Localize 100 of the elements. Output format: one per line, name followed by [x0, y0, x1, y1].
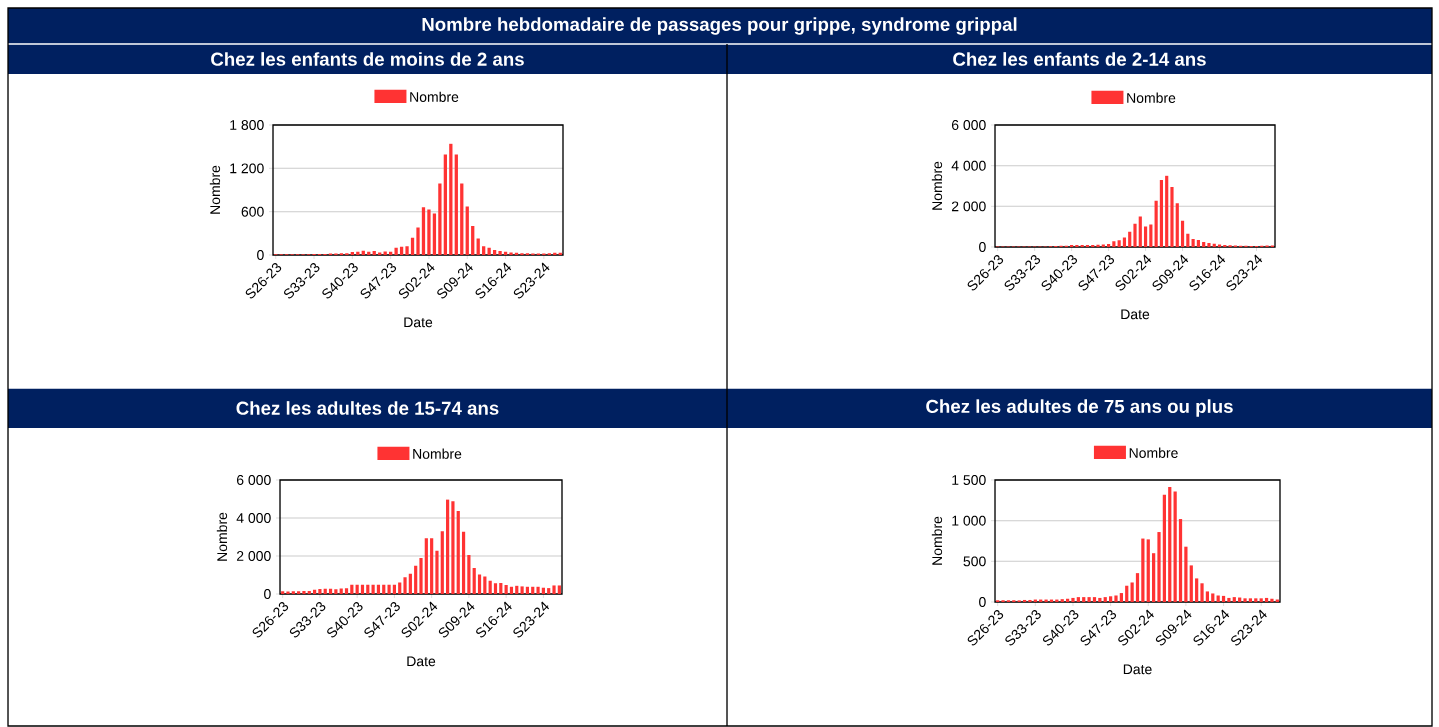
bar — [424, 538, 428, 594]
bar — [302, 590, 306, 594]
bar — [366, 584, 370, 594]
bar — [1173, 491, 1177, 602]
bar — [344, 588, 349, 594]
bar — [1159, 179, 1163, 247]
bar — [1133, 223, 1137, 247]
y-tick-label: 600 — [241, 206, 264, 217]
text: Nombre hebdomadaire de passages pour grippe, syndrome grippal — [422, 17, 1017, 35]
bar — [498, 251, 502, 255]
bar — [1254, 598, 1258, 602]
chart-title: Chez les adultes de 15-74 ans — [236, 401, 499, 415]
bar — [1065, 598, 1070, 602]
bar — [383, 251, 387, 255]
y-tick-label: 1 200 — [230, 163, 264, 174]
bar — [1109, 596, 1113, 602]
y-tick-label: 0 — [979, 242, 986, 252]
bar — [472, 567, 476, 594]
bar — [460, 183, 464, 255]
bar — [1178, 519, 1183, 602]
bar — [541, 587, 545, 594]
y-axis-title: Nombre — [216, 512, 228, 561]
bar — [515, 585, 519, 594]
legend-label: Nombre — [1129, 447, 1178, 458]
bar — [387, 584, 391, 594]
bar — [509, 586, 514, 594]
bar — [1114, 595, 1118, 602]
bar — [1075, 244, 1079, 247]
bar — [1130, 582, 1134, 602]
bar — [1087, 597, 1091, 602]
bar — [1196, 240, 1200, 247]
y-tick-label: 2 000 — [951, 201, 986, 212]
bar — [307, 590, 311, 594]
y-axis-title: Nombre — [931, 516, 943, 565]
bar — [1152, 553, 1156, 602]
bar — [1162, 494, 1166, 602]
bar — [421, 207, 426, 255]
bar — [1082, 597, 1086, 602]
legend-label: Nombre — [1127, 92, 1176, 103]
bar — [430, 538, 434, 594]
bar — [1168, 486, 1172, 602]
bar — [1200, 583, 1204, 602]
bar — [446, 499, 450, 594]
y-tick-label: 4 000 — [236, 513, 271, 523]
bar — [1119, 593, 1123, 602]
bar — [297, 591, 301, 594]
bar — [461, 531, 466, 594]
bar — [467, 555, 471, 594]
bar — [1157, 532, 1161, 602]
bar — [1180, 220, 1185, 247]
bar — [1060, 599, 1064, 602]
bar — [465, 206, 469, 255]
bar — [1270, 598, 1274, 602]
bar — [1175, 203, 1179, 247]
bar — [408, 573, 412, 594]
bar — [1264, 597, 1269, 602]
bar — [376, 584, 381, 594]
bar — [350, 252, 354, 255]
bar — [1141, 538, 1145, 602]
bar — [536, 586, 540, 594]
bar — [394, 247, 398, 255]
y-tick-label: 0 — [979, 597, 986, 607]
chart-title: Chez les adultes de 75 ans ou plus — [926, 399, 1233, 417]
bar — [1128, 231, 1132, 247]
bar — [1044, 599, 1048, 602]
bar — [504, 585, 508, 594]
y-tick-label: 500 — [963, 556, 986, 567]
bar — [1091, 244, 1095, 247]
bar — [476, 238, 480, 255]
bar — [403, 577, 407, 594]
bar — [499, 582, 503, 594]
bar — [1076, 597, 1080, 602]
bar — [482, 246, 486, 255]
bar — [1154, 200, 1158, 247]
bar — [382, 584, 386, 594]
bar — [1207, 242, 1211, 247]
x-axis-title: Date — [404, 317, 433, 328]
bar — [371, 584, 375, 594]
bar — [291, 591, 295, 594]
x-axis-title: Date — [407, 656, 436, 667]
x-axis-title: Date — [1121, 309, 1150, 320]
y-axis-title: Nombre — [931, 161, 943, 210]
bar — [438, 183, 442, 255]
bar — [1211, 593, 1215, 602]
bar — [509, 252, 513, 255]
bar — [1070, 244, 1074, 247]
y-tick-label: 1 800 — [230, 120, 264, 130]
legend-label: Nombre — [413, 448, 462, 459]
bar — [1107, 243, 1111, 247]
y-axis-title: Nombre — [209, 165, 221, 214]
y-tick-label: 6 000 — [951, 120, 986, 130]
bar — [392, 584, 396, 594]
legend-label: Nombre — [410, 91, 459, 102]
bar — [493, 583, 498, 594]
bar — [547, 588, 551, 594]
bar — [443, 154, 448, 255]
bar — [360, 584, 365, 594]
bar — [454, 154, 458, 255]
bar — [372, 251, 376, 255]
bar — [435, 550, 439, 594]
